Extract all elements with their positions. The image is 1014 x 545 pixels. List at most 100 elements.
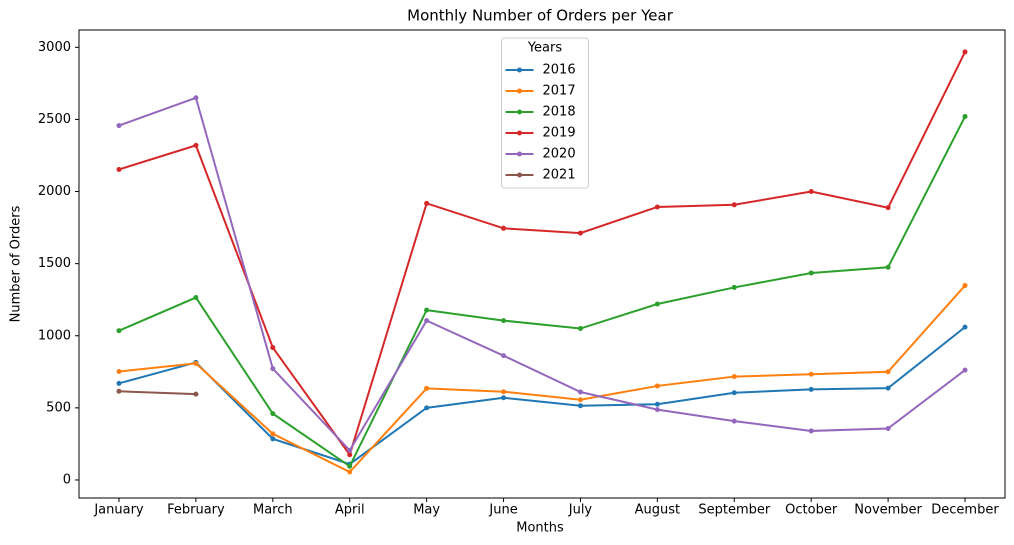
- data-point: [424, 385, 430, 391]
- data-point: [577, 326, 583, 332]
- data-point: [962, 324, 968, 330]
- y-tick-label: 2000: [38, 184, 71, 199]
- data-point: [501, 225, 507, 231]
- data-point: [731, 202, 737, 208]
- series-line: [118, 96, 966, 453]
- data-point: [885, 369, 891, 375]
- data-point: [962, 367, 968, 373]
- legend-label: 2019: [543, 126, 576, 141]
- chart-title: Monthly Number of Orders per Year: [407, 7, 674, 25]
- data-point: [577, 389, 583, 395]
- data-point: [501, 395, 507, 401]
- x-tick-label: July: [568, 503, 593, 518]
- data-point: [347, 452, 353, 458]
- data-point: [347, 469, 353, 475]
- data-point: [731, 390, 737, 396]
- x-tick-label: November: [854, 503, 922, 518]
- data-point: [116, 123, 122, 129]
- data-point: [731, 418, 737, 424]
- data-point: [193, 391, 199, 397]
- y-tick-label: 2500: [38, 112, 71, 127]
- data-point: [808, 189, 814, 195]
- legend-marker: [517, 109, 522, 115]
- data-point: [808, 371, 814, 377]
- y-tick-label: 1500: [38, 256, 71, 271]
- legend-title: Years: [527, 41, 563, 56]
- data-point: [808, 270, 814, 276]
- legend: Years 2016 2017 2018 2019 2020 2021: [501, 37, 589, 189]
- data-point: [424, 405, 430, 411]
- x-tick-label: October: [785, 503, 838, 518]
- data-point: [808, 386, 814, 392]
- data-point: [347, 447, 353, 453]
- y-axis-label: Number of Orders: [9, 205, 24, 322]
- data-point: [270, 431, 276, 437]
- data-point: [424, 307, 430, 313]
- x-tick-label: February: [167, 503, 225, 518]
- legend-label: 2017: [543, 84, 576, 99]
- x-tick-label: April: [335, 503, 365, 518]
- data-point: [654, 383, 660, 389]
- data-point: [962, 114, 968, 120]
- data-point: [347, 463, 353, 469]
- y-tick-label: 500: [46, 400, 71, 415]
- legend-box: [501, 37, 589, 189]
- series-line: [118, 51, 966, 457]
- data-point: [116, 166, 122, 172]
- data-point: [193, 142, 199, 148]
- legend-label: 2016: [543, 63, 576, 78]
- data-point: [193, 360, 199, 366]
- series-line: [118, 326, 966, 466]
- data-point: [270, 436, 276, 442]
- data-point: [424, 318, 430, 324]
- data-point: [193, 95, 199, 101]
- series-line: [118, 116, 966, 468]
- data-point: [501, 318, 507, 324]
- data-point: [885, 425, 891, 431]
- series-line: [118, 284, 966, 474]
- legend-marker: [517, 88, 522, 94]
- series-line: [118, 390, 196, 396]
- data-point: [654, 401, 660, 407]
- data-point: [270, 345, 276, 351]
- legend-marker: [517, 130, 522, 136]
- data-point: [424, 200, 430, 206]
- x-tick-label: June: [488, 503, 517, 518]
- data-point: [270, 411, 276, 417]
- data-point: [501, 389, 507, 395]
- x-tick-label: March: [253, 503, 293, 518]
- legend-marker: [517, 172, 522, 178]
- data-point: [116, 369, 122, 375]
- data-point: [885, 264, 891, 270]
- data-point: [885, 385, 891, 391]
- data-point: [808, 428, 814, 434]
- legend-label: 2018: [543, 105, 576, 120]
- legend-marker: [517, 67, 522, 73]
- x-tick-label: May: [413, 503, 440, 518]
- x-tick-label: September: [698, 503, 771, 518]
- data-point: [885, 205, 891, 211]
- x-axis-label: Months: [516, 521, 564, 536]
- x-tick-label: August: [635, 503, 681, 518]
- x-tick-label: January: [93, 503, 144, 518]
- data-point: [116, 388, 122, 394]
- data-point: [116, 328, 122, 334]
- data-point: [577, 403, 583, 409]
- y-tick-label: 0: [63, 472, 71, 487]
- y-tick-label: 3000: [38, 40, 71, 55]
- y-tick-label: 1000: [38, 328, 71, 343]
- data-point: [270, 366, 276, 372]
- data-point: [654, 204, 660, 210]
- data-point: [654, 301, 660, 307]
- data-point: [193, 295, 199, 301]
- data-point: [731, 374, 737, 380]
- data-point: [962, 283, 968, 289]
- data-point: [962, 49, 968, 55]
- data-point: [654, 407, 660, 413]
- legend-label: 2021: [543, 168, 576, 183]
- x-tick-label: December: [931, 503, 999, 518]
- data-point: [731, 284, 737, 290]
- data-point: [577, 230, 583, 236]
- legend-label: 2020: [543, 147, 576, 162]
